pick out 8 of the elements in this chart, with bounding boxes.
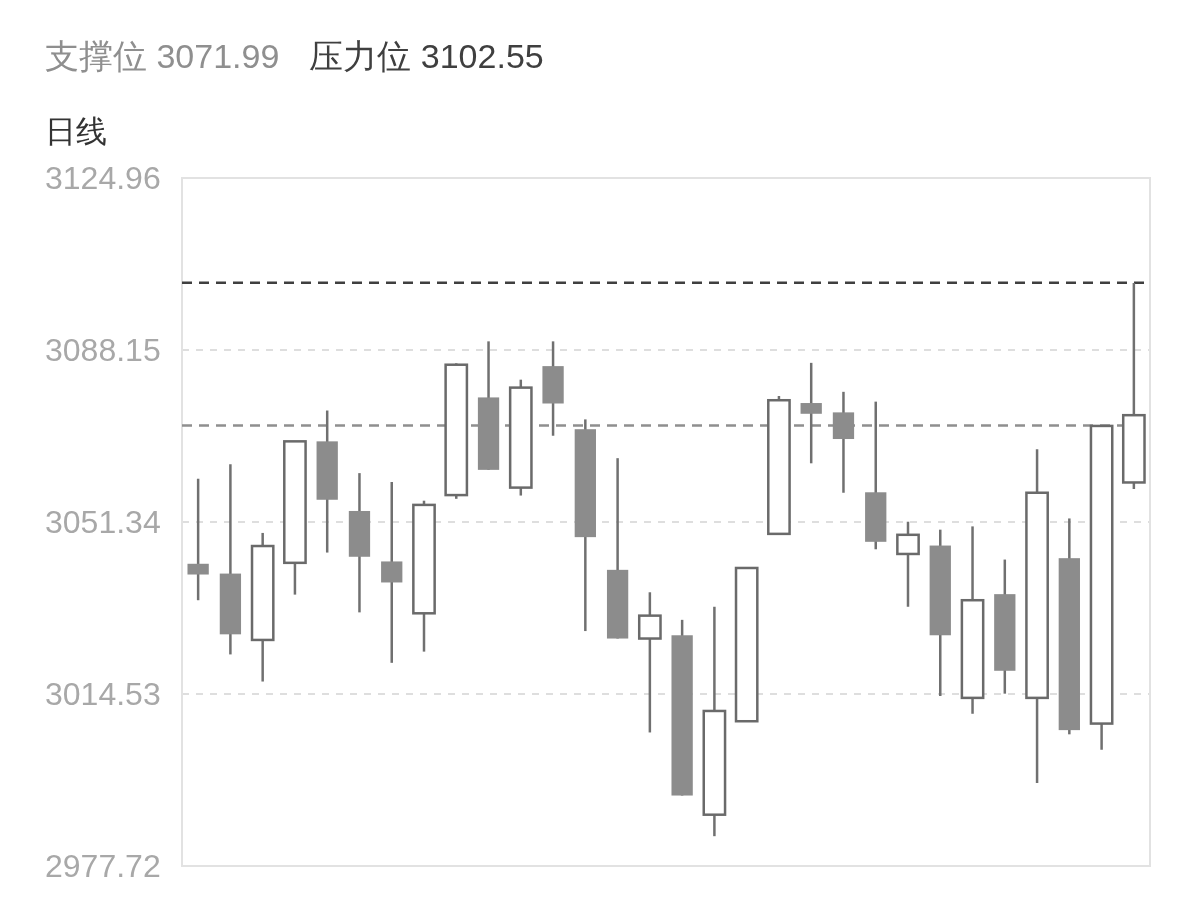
y-tick-label: 3014.53 [45,676,161,712]
ref-line-label: 支撑位 3071.99 [45,37,280,75]
y-tick-label: 3088.15 [45,332,161,368]
ref-line-label: 压力位 3102.55 [309,37,544,75]
y-tick-label: 2977.72 [45,848,161,884]
title: 日线 [45,114,107,149]
y-tick-label: 3051.34 [45,504,161,540]
y-tick-label: 3124.96 [45,160,161,196]
